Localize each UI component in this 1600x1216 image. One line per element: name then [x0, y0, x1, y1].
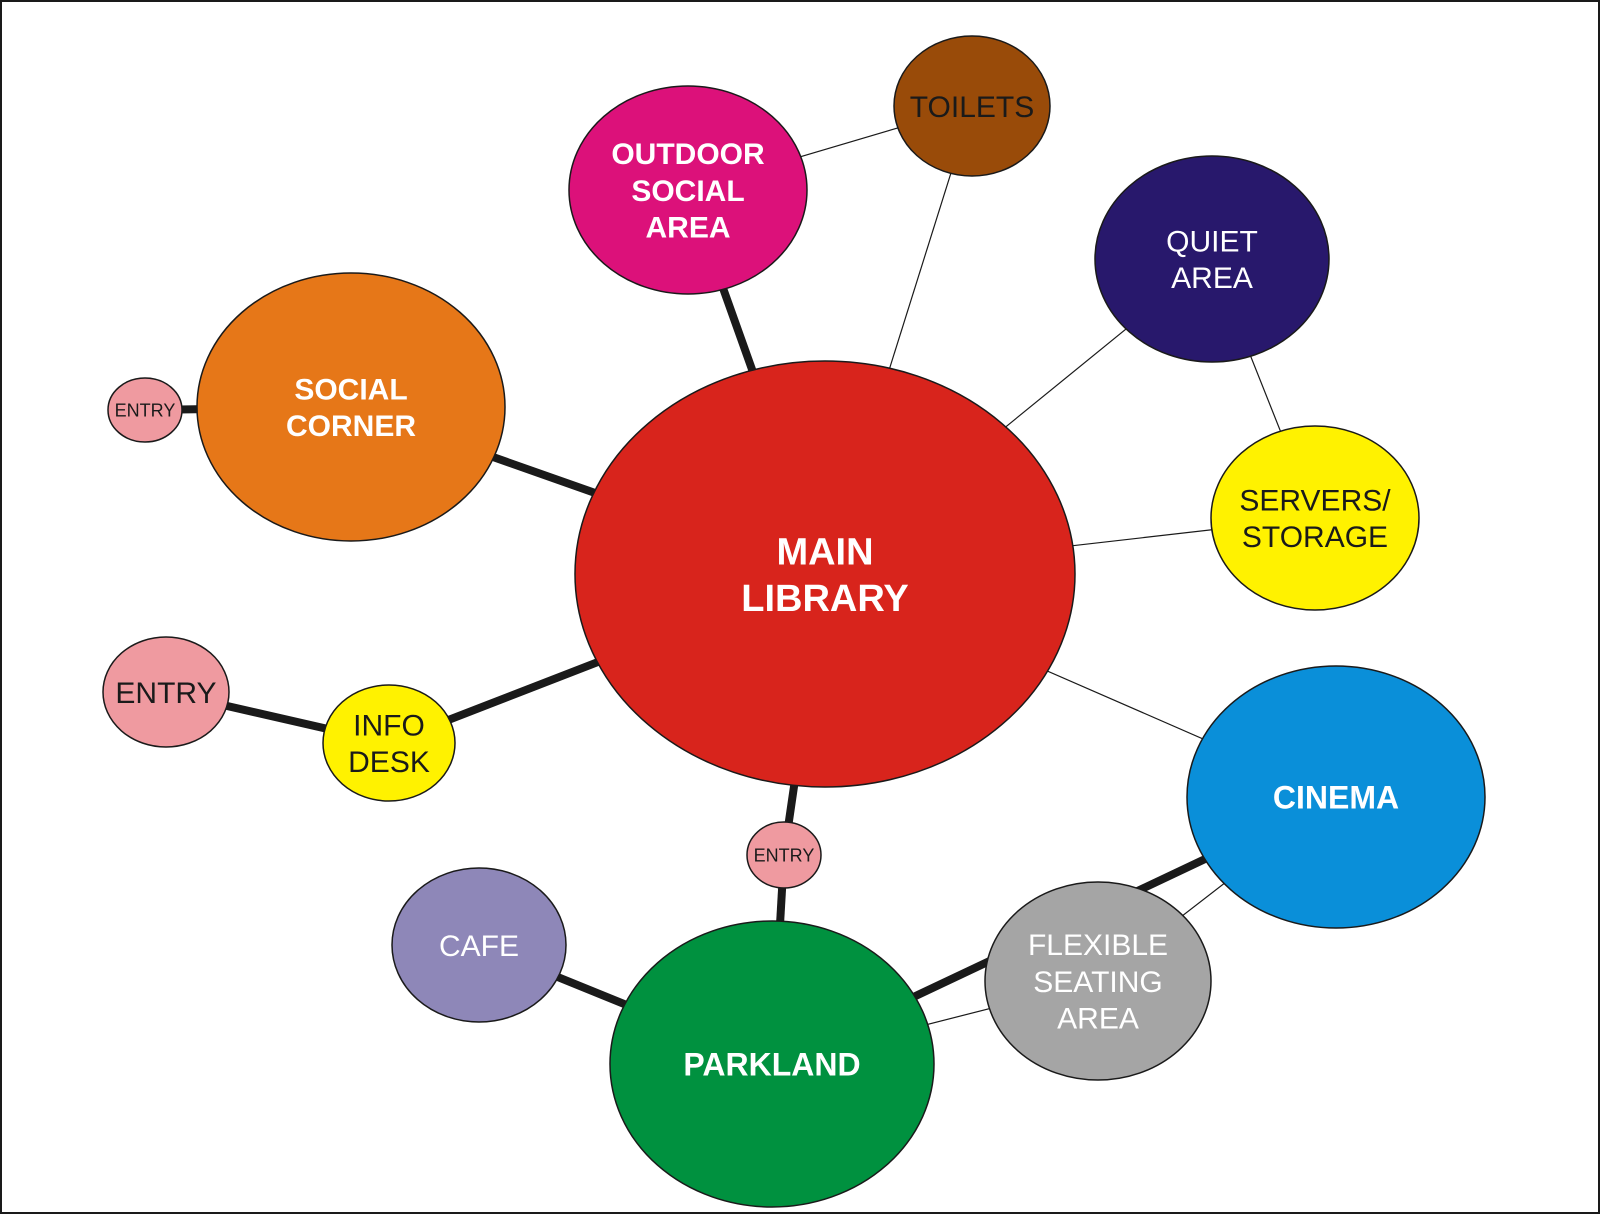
node-servers-storage-bubble: [1210, 425, 1420, 611]
node-outdoor-social-area-label-line: AREA: [645, 211, 730, 244]
node-entry-left: ENTRY: [102, 636, 230, 748]
node-cinema-label-line: CINEMA: [1273, 780, 1399, 816]
node-entry-top-left-label-line: ENTRY: [115, 400, 176, 420]
node-entry-top-left: ENTRY: [107, 377, 183, 443]
node-social-corner-label-line: SOCIAL: [294, 374, 407, 407]
node-cinema: CINEMA: [1186, 665, 1486, 929]
node-entry-left-label-line: ENTRY: [115, 677, 216, 710]
node-entry-top-left-bubble: [107, 377, 183, 443]
node-servers-storage-label-line: SERVERS/: [1239, 485, 1391, 518]
node-main-library-label-line: LIBRARY: [741, 578, 908, 620]
node-main-library-label-line: MAIN: [776, 532, 873, 574]
node-servers-storage: SERVERS/STORAGE: [1210, 425, 1420, 611]
node-flexible-seating-area-bubble: [984, 881, 1212, 1081]
node-info-desk-label-line: INFO: [353, 710, 425, 743]
node-quiet-area-label-line: QUIET: [1166, 226, 1258, 259]
node-flexible-seating-area-label-line: AREA: [1057, 1002, 1139, 1035]
node-info-desk-label-line: DESK: [348, 746, 430, 779]
node-cafe-bubble: [391, 867, 567, 1023]
node-parkland: PARKLAND: [609, 920, 935, 1208]
node-cinema-bubble: [1186, 665, 1486, 929]
node-outdoor-social-area-bubble: [568, 85, 808, 295]
node-flexible-seating-area-label-line: SEATING: [1033, 966, 1162, 999]
node-cafe-label-line: CAFE: [439, 930, 519, 963]
node-main-library-bubble: [574, 360, 1076, 788]
node-servers-storage-label-line: STORAGE: [1242, 521, 1388, 554]
node-outdoor-social-area-label-line: OUTDOOR: [611, 138, 765, 171]
node-parkland-label-line: PARKLAND: [683, 1047, 860, 1083]
node-entry-left-bubble: [102, 636, 230, 748]
node-outdoor-social-area-label-line: SOCIAL: [631, 175, 744, 208]
node-cafe: CAFE: [391, 867, 567, 1023]
node-entry-bottom-label-line: ENTRY: [754, 845, 815, 865]
node-social-corner-bubble: [196, 272, 506, 542]
node-toilets: TOILETS: [893, 35, 1051, 177]
nodes-layer: MAINLIBRARYOUTDOORSOCIALAREATOILETSQUIET…: [102, 35, 1486, 1208]
node-parkland-bubble: [609, 920, 935, 1208]
node-social-corner-label-line: CORNER: [286, 410, 416, 443]
node-info-desk-bubble: [322, 684, 456, 802]
node-entry-bottom-bubble: [746, 821, 822, 889]
node-toilets-bubble: [893, 35, 1051, 177]
node-quiet-area-label-line: AREA: [1171, 262, 1253, 295]
node-entry-bottom: ENTRY: [746, 821, 822, 889]
node-toilets-label-line: TOILETS: [910, 91, 1034, 124]
node-quiet-area-bubble: [1094, 155, 1330, 363]
node-flexible-seating-area-label-line: FLEXIBLE: [1028, 929, 1168, 962]
